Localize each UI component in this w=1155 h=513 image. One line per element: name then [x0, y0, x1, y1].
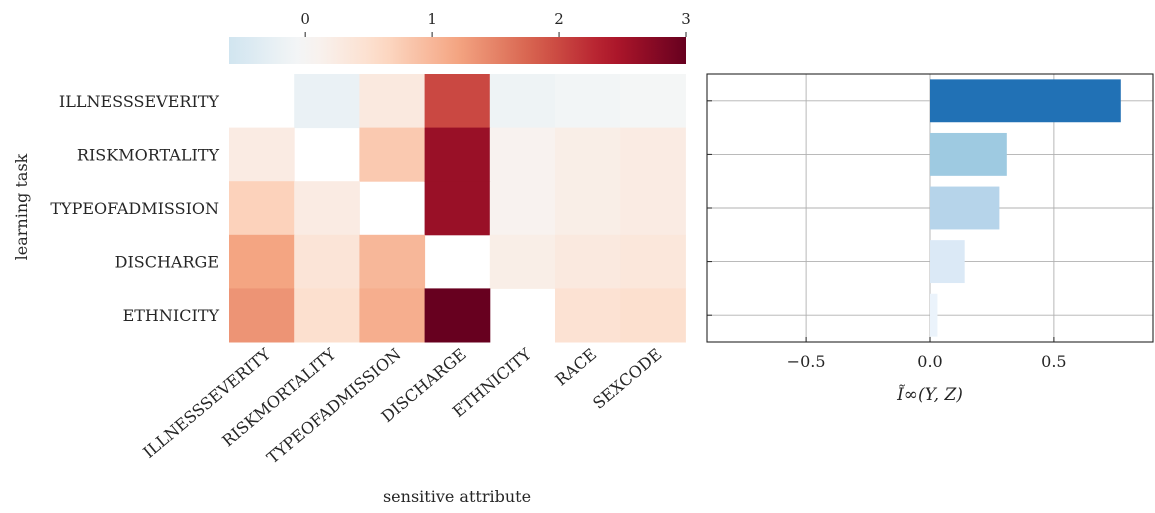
heatmap-cell	[359, 234, 426, 289]
heatmap-cell	[229, 181, 295, 236]
heatmap-cell	[620, 234, 686, 289]
colorbar-tick-label: 0	[300, 10, 310, 28]
bar	[930, 132, 1007, 176]
heatmap-cell	[294, 234, 360, 289]
x-tick-label: 0.0	[917, 352, 942, 371]
heatmap-cell	[489, 181, 556, 236]
heatmap-cell	[359, 74, 426, 129]
bar-chart: −0.5 0.0 0.5 Ĩ∞(Y, Z)	[706, 73, 1154, 405]
heatmap-cell	[229, 234, 295, 289]
bar	[930, 293, 938, 337]
heatmap-cell	[424, 127, 491, 182]
colorbar-gradient	[229, 37, 686, 64]
heatmap-cell	[555, 234, 621, 289]
heatmap-cell	[620, 181, 686, 236]
heatmap-cell	[555, 181, 621, 236]
heatmap-cell	[620, 288, 686, 343]
heatmap-cell	[424, 181, 491, 236]
heatmap-cell	[359, 127, 426, 182]
colorbar-tick-label: 1	[427, 10, 437, 28]
heatmap-cell	[555, 288, 621, 343]
column-label: ILLNESSSEVERITY	[139, 344, 274, 462]
bar-xlabel: Ĩ∞(Y, Z)	[896, 384, 963, 405]
row-label: TYPEOFADMISSION	[50, 199, 219, 218]
heatmap-cell	[229, 288, 295, 343]
heatmap-cell	[229, 127, 295, 182]
heatmap-cell	[555, 127, 621, 182]
heatmap-xlabel: sensitive attribute	[383, 487, 531, 506]
bar	[930, 79, 1121, 123]
heatmap-cell	[489, 234, 556, 289]
heatmap-cell	[489, 74, 556, 129]
bar	[930, 240, 965, 284]
colorbar-tick-label: 3	[681, 10, 691, 28]
heatmap-cell	[424, 288, 491, 343]
row-label: RISKMORTALITY	[77, 145, 220, 164]
row-label: ETHNICITY	[123, 306, 220, 325]
heatmap-cell	[294, 288, 360, 343]
heatmap-cell	[620, 74, 686, 129]
heatmap-cell	[555, 74, 621, 129]
heatmap-cell	[359, 288, 426, 343]
colorbar: 0 1 2 3	[229, 10, 691, 64]
colorbar-tick-label: 2	[554, 10, 564, 28]
heatmap-cell	[294, 74, 360, 129]
heatmap-cell	[620, 127, 686, 182]
heatmap-cell	[294, 181, 360, 236]
heatmap-ylabel: learning task	[12, 153, 31, 260]
column-label: SEXCODE	[589, 345, 665, 413]
heatmap-cell	[489, 127, 556, 182]
column-label: RACE	[552, 345, 601, 390]
row-label: ILLNESSSEVERITY	[59, 92, 220, 111]
column-label: RISKMORTALITY	[218, 344, 339, 450]
heatmap: ILLNESSSEVERITYRISKMORTALITYTYPEOFADMISS…	[12, 74, 686, 506]
heatmap-cell	[424, 74, 491, 129]
bar	[930, 186, 1000, 230]
x-tick-label: 0.5	[1041, 352, 1066, 371]
x-tick-label: −0.5	[787, 352, 826, 371]
row-label: DISCHARGE	[115, 253, 219, 272]
